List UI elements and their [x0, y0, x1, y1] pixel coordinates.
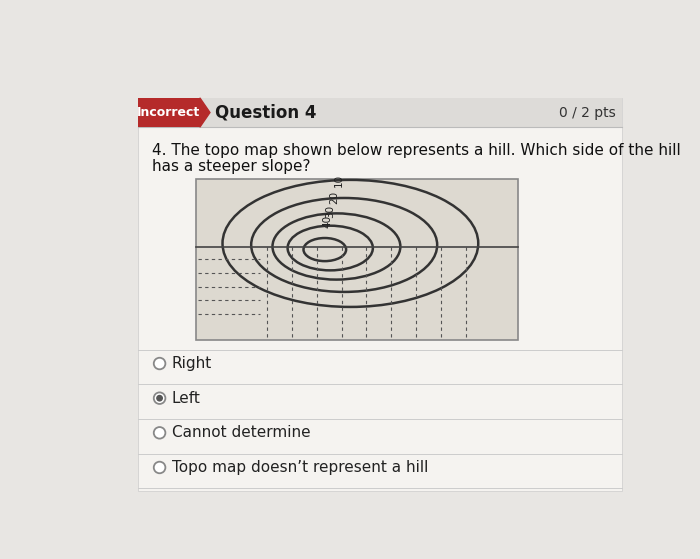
Text: Left: Left — [172, 391, 201, 406]
Polygon shape — [200, 98, 210, 127]
FancyBboxPatch shape — [196, 179, 517, 340]
Text: 10: 10 — [334, 174, 344, 187]
Text: Topo map doesn’t represent a hill: Topo map doesn’t represent a hill — [172, 460, 428, 475]
Text: 20: 20 — [329, 191, 339, 204]
Text: 30: 30 — [326, 205, 335, 217]
Text: 0 / 2 pts: 0 / 2 pts — [559, 106, 616, 120]
FancyBboxPatch shape — [138, 98, 622, 491]
Circle shape — [157, 395, 162, 401]
Text: Right: Right — [172, 356, 212, 371]
Circle shape — [154, 392, 165, 404]
Circle shape — [154, 462, 165, 473]
Text: Incorrect: Incorrect — [137, 106, 200, 119]
Text: has a steeper slope?: has a steeper slope? — [152, 159, 310, 174]
Text: Cannot determine: Cannot determine — [172, 425, 311, 440]
FancyBboxPatch shape — [138, 98, 200, 127]
Text: Question 4: Question 4 — [216, 103, 317, 121]
FancyBboxPatch shape — [138, 98, 622, 127]
Text: 40: 40 — [322, 215, 332, 229]
Circle shape — [154, 427, 165, 439]
Circle shape — [154, 358, 165, 369]
Text: 4. The topo map shown below represents a hill. Which side of the hill: 4. The topo map shown below represents a… — [152, 143, 680, 158]
